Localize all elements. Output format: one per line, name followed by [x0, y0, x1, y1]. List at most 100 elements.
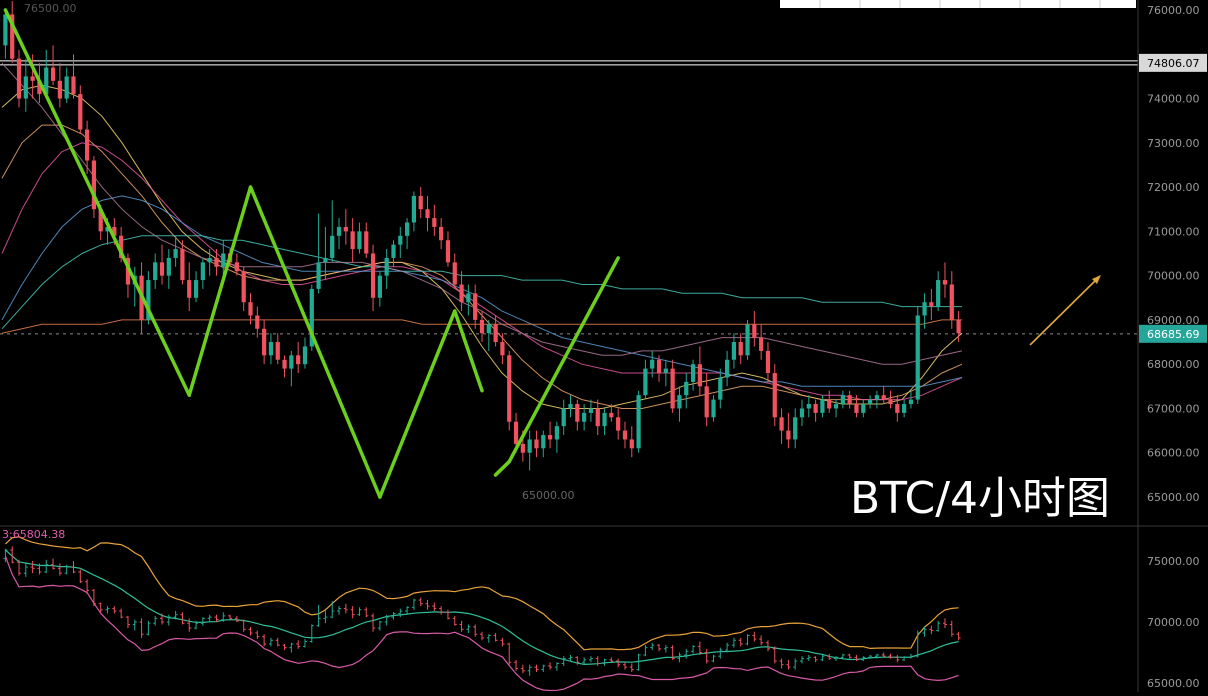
- candle-body: [786, 430, 791, 440]
- candle-body: [936, 280, 941, 307]
- candle-body: [765, 350, 771, 374]
- bollinger-lower-band: [4, 555, 959, 692]
- sub-panel-header: 3:65804.38: [2, 528, 65, 541]
- candle-body: [827, 399, 832, 409]
- candle-body: [582, 412, 587, 422]
- candle-body: [861, 404, 866, 413]
- candle-body: [91, 160, 97, 210]
- candle-body: [452, 262, 457, 285]
- candle-body: [370, 253, 376, 298]
- candle-body: [752, 324, 757, 338]
- candle-body: [343, 226, 348, 232]
- candle-body: [759, 337, 764, 351]
- main-price-panel: [0, 1, 1138, 499]
- candle-body: [459, 284, 464, 303]
- candle-body: [847, 395, 852, 405]
- candle-body: [193, 280, 199, 298]
- candle-body: [268, 342, 274, 356]
- y-tick-label: 69000.00: [1147, 314, 1200, 327]
- wave-trend-line: [493, 459, 511, 477]
- candle-body: [180, 249, 185, 281]
- y-tick-label: 66000.00: [1147, 447, 1200, 460]
- candle-body: [411, 195, 417, 223]
- candle-body: [323, 257, 328, 263]
- projection-arrow-head: [1092, 275, 1101, 284]
- candle-body: [384, 257, 389, 276]
- candle-body: [602, 412, 607, 427]
- candle-body: [772, 373, 777, 418]
- candle-body: [187, 280, 192, 298]
- candle-body: [731, 342, 737, 360]
- candle-body: [16, 58, 22, 99]
- candle-body: [466, 293, 471, 303]
- candle-body: [432, 218, 437, 227]
- wave-trend-line: [507, 256, 620, 464]
- candle-body: [241, 271, 246, 303]
- candle-body: [690, 364, 696, 382]
- sub-y-tick-label: 75000.00: [1147, 555, 1200, 568]
- projection-arrow: [1029, 277, 1099, 346]
- candle-body: [793, 417, 798, 440]
- candle-body: [119, 235, 124, 258]
- candle-body: [37, 80, 42, 95]
- y-tick-label: 72000.00: [1147, 181, 1200, 194]
- y-tick-label: 74000.00: [1147, 93, 1200, 106]
- top-price-label: 76500.00: [24, 2, 77, 15]
- candle-body: [425, 209, 430, 219]
- candle-body: [956, 319, 961, 334]
- candle-body: [915, 315, 920, 400]
- candle-body: [98, 209, 103, 232]
- candle-body: [724, 359, 730, 378]
- y-tick-label: 68000.00: [1147, 358, 1200, 371]
- candle-body: [3, 14, 8, 46]
- candle-body: [513, 421, 519, 444]
- candle-body: [296, 355, 301, 365]
- candle-body: [248, 302, 253, 316]
- candle-body: [159, 262, 165, 276]
- candle-body: [643, 368, 648, 396]
- candle-body: [813, 404, 818, 413]
- candle-body: [479, 319, 485, 334]
- candle-body: [500, 342, 505, 356]
- candle-body: [23, 76, 28, 99]
- candle-body: [874, 395, 880, 400]
- y-tick-label: 73000.00: [1147, 137, 1200, 150]
- candle-body: [902, 404, 907, 413]
- candle-body: [309, 288, 314, 347]
- candle-body: [636, 395, 641, 449]
- candle-body: [207, 257, 212, 263]
- candle-body: [57, 80, 62, 99]
- candle-body: [10, 14, 15, 59]
- candle-body: [302, 346, 308, 365]
- candle-body: [289, 355, 294, 369]
- reference-price-tag: [1139, 53, 1207, 72]
- candle-body: [895, 404, 900, 413]
- candle-body: [888, 399, 893, 405]
- candle-body: [78, 94, 83, 130]
- candle-body: [112, 226, 117, 236]
- last-price-tag: [1139, 324, 1207, 343]
- bollinger-middle-band: [4, 549, 959, 666]
- low-price-label: 65000.00: [522, 489, 575, 502]
- moving-average-line: [1, 235, 962, 330]
- candle-body: [200, 262, 205, 281]
- candle-body: [234, 262, 240, 272]
- y-tick-label: 65000.00: [1147, 491, 1200, 504]
- candle-body: [677, 395, 682, 409]
- candle-body: [554, 426, 560, 440]
- candle-body: [595, 408, 600, 427]
- candle-body: [282, 359, 287, 369]
- candle-body: [609, 412, 614, 418]
- candle-body: [704, 386, 709, 418]
- candle-body: [255, 315, 260, 329]
- sub-y-tick-label: 65000.00: [1147, 677, 1200, 690]
- candle-body: [561, 408, 566, 427]
- candle-body: [357, 231, 362, 250]
- bollinger-upper-band: [4, 536, 959, 651]
- candle-body: [922, 302, 927, 316]
- candle-body: [418, 195, 423, 210]
- candle-body: [820, 399, 825, 413]
- candle-body: [275, 342, 280, 360]
